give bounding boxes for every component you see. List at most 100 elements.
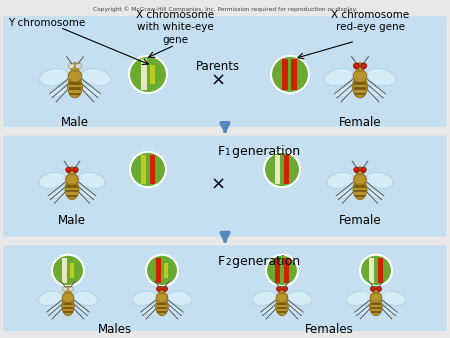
Bar xyxy=(149,155,154,184)
Ellipse shape xyxy=(252,291,277,306)
Text: X chromosome
red-eye gene: X chromosome red-eye gene xyxy=(331,10,409,32)
Circle shape xyxy=(52,255,84,286)
Circle shape xyxy=(66,167,71,172)
Circle shape xyxy=(354,167,359,172)
Text: Parents: Parents xyxy=(196,60,240,73)
Circle shape xyxy=(370,286,375,291)
Circle shape xyxy=(271,56,309,93)
Bar xyxy=(291,59,297,90)
Text: ×: × xyxy=(211,71,225,89)
Bar xyxy=(69,82,81,85)
Text: Female: Female xyxy=(339,116,381,129)
Circle shape xyxy=(76,63,81,69)
Bar xyxy=(371,303,381,305)
Text: Females: Females xyxy=(305,323,353,336)
Bar xyxy=(277,303,287,305)
Ellipse shape xyxy=(64,286,72,293)
Ellipse shape xyxy=(276,296,288,316)
Ellipse shape xyxy=(140,306,156,315)
Text: Copyright © McGraw-Hill Companies, Inc. Permission required for reproduction or : Copyright © McGraw-Hill Companies, Inc. … xyxy=(93,7,357,13)
Circle shape xyxy=(264,152,300,187)
Ellipse shape xyxy=(49,86,67,97)
Circle shape xyxy=(73,167,78,172)
Text: F: F xyxy=(218,145,225,158)
Bar xyxy=(371,311,381,313)
Bar xyxy=(62,258,67,283)
Ellipse shape xyxy=(336,189,353,199)
Bar xyxy=(354,82,366,85)
Bar xyxy=(371,307,381,309)
Ellipse shape xyxy=(366,172,393,188)
Ellipse shape xyxy=(334,86,352,97)
Circle shape xyxy=(162,286,167,291)
Text: X chromosome
with white-eye
gene: X chromosome with white-eye gene xyxy=(136,10,214,45)
Ellipse shape xyxy=(83,86,101,97)
Ellipse shape xyxy=(68,70,82,82)
Circle shape xyxy=(146,255,178,286)
Bar xyxy=(354,88,366,90)
Ellipse shape xyxy=(168,306,184,315)
Bar xyxy=(66,195,78,197)
Bar xyxy=(282,59,288,90)
Ellipse shape xyxy=(62,296,74,316)
Text: Female: Female xyxy=(339,214,381,226)
Bar xyxy=(275,155,280,184)
Ellipse shape xyxy=(324,69,354,86)
Circle shape xyxy=(68,286,73,291)
Circle shape xyxy=(377,286,382,291)
Ellipse shape xyxy=(288,306,304,315)
Ellipse shape xyxy=(356,167,364,175)
Ellipse shape xyxy=(353,178,367,199)
Text: 2: 2 xyxy=(225,258,230,267)
Ellipse shape xyxy=(70,63,80,71)
Ellipse shape xyxy=(366,69,396,86)
Circle shape xyxy=(68,63,74,69)
Text: F: F xyxy=(218,255,225,268)
Circle shape xyxy=(129,56,167,93)
Bar xyxy=(63,311,73,313)
Bar xyxy=(157,307,167,309)
Ellipse shape xyxy=(382,291,406,306)
Ellipse shape xyxy=(46,306,62,315)
Ellipse shape xyxy=(353,70,367,82)
Ellipse shape xyxy=(78,172,105,188)
Bar xyxy=(378,258,382,283)
Circle shape xyxy=(157,286,162,291)
Ellipse shape xyxy=(167,291,192,306)
Ellipse shape xyxy=(367,189,384,199)
Ellipse shape xyxy=(65,178,79,199)
Ellipse shape xyxy=(368,86,386,97)
Circle shape xyxy=(266,255,298,286)
Ellipse shape xyxy=(158,286,166,293)
Bar xyxy=(66,190,78,192)
Ellipse shape xyxy=(48,189,65,199)
Bar xyxy=(69,93,81,95)
Ellipse shape xyxy=(353,75,367,98)
Bar xyxy=(66,185,78,188)
Bar xyxy=(354,190,366,192)
Text: 1: 1 xyxy=(225,148,231,157)
Ellipse shape xyxy=(62,292,74,303)
Ellipse shape xyxy=(68,167,76,175)
Bar xyxy=(284,258,288,283)
Ellipse shape xyxy=(68,75,82,98)
Bar xyxy=(354,93,366,95)
Text: Males: Males xyxy=(98,323,132,336)
Text: ×: × xyxy=(211,175,225,193)
Ellipse shape xyxy=(370,296,382,316)
Ellipse shape xyxy=(278,286,286,293)
Text: generation: generation xyxy=(228,255,300,268)
Ellipse shape xyxy=(276,292,288,303)
Bar xyxy=(277,307,287,309)
Bar xyxy=(63,303,73,305)
Ellipse shape xyxy=(132,291,157,306)
Bar xyxy=(69,88,81,90)
Bar xyxy=(369,258,374,283)
Circle shape xyxy=(63,286,68,291)
Ellipse shape xyxy=(288,291,312,306)
Bar xyxy=(63,307,73,309)
Ellipse shape xyxy=(261,306,275,315)
Bar xyxy=(354,195,366,197)
Bar xyxy=(157,303,167,305)
Circle shape xyxy=(353,63,359,69)
